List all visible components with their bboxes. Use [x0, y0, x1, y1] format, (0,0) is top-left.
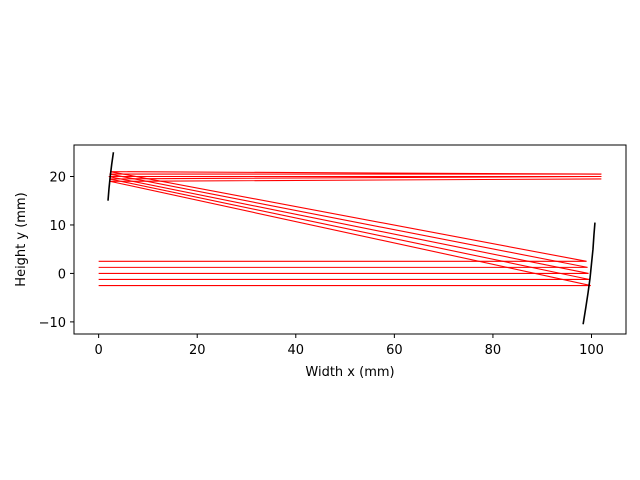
plot-frame [73, 144, 627, 335]
x-tick-label: 20 [189, 343, 206, 358]
y-axis: −10 0 10 20 [39, 171, 74, 331]
mirror-7 [582, 222, 596, 325]
y-tick-label: 10 [49, 219, 66, 234]
ray-4 [98, 173, 602, 268]
plot-content [98, 152, 602, 325]
ray-5 [98, 171, 602, 262]
y-tick-label: 20 [49, 171, 66, 186]
mirror-6 [107, 152, 115, 201]
ray-1 [98, 178, 602, 287]
x-axis: 0 20 40 60 80 100 [95, 334, 604, 358]
x-axis-label: Width x (mm) [305, 365, 394, 380]
y-axis-label: Height y (mm) [14, 192, 29, 286]
x-tick-label: 40 [288, 343, 305, 358]
x-tick-label: 80 [485, 343, 502, 358]
y-tick-label: −10 [39, 316, 66, 331]
x-tick-label: 100 [579, 343, 604, 358]
x-tick-label: 0 [95, 343, 103, 358]
ray-2 [98, 175, 602, 281]
ray-3 [98, 175, 602, 274]
x-tick-label: 60 [386, 343, 403, 358]
y-tick-label: 0 [58, 267, 66, 282]
